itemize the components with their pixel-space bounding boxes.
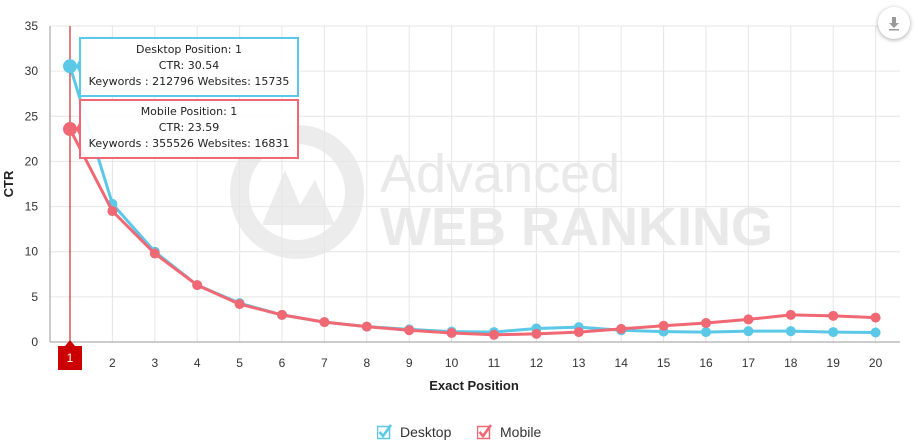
x-axis-title: Exact Position — [429, 378, 519, 393]
data-point-mobile[interactable] — [63, 122, 77, 137]
tooltip-line-3: Keywords : 212796 Websites: 15735 — [89, 75, 290, 88]
tooltip-line-1: Mobile Position: 1 — [141, 105, 238, 118]
data-point-mobile[interactable] — [489, 329, 499, 340]
x-tick-label: 5 — [236, 356, 243, 370]
data-point-desktop[interactable] — [870, 327, 881, 338]
axes — [49, 26, 900, 343]
x-tick-highlight — [58, 346, 82, 370]
x-tick-label: 8 — [363, 356, 370, 370]
data-point-desktop[interactable] — [701, 327, 711, 338]
tooltip-line-1: Desktop Position: 1 — [136, 43, 242, 56]
y-tick-label: 15 — [25, 200, 39, 214]
data-point-mobile[interactable] — [149, 248, 160, 259]
x-tick-label: 1 — [67, 351, 74, 365]
data-point-mobile[interactable] — [658, 320, 669, 331]
series-line-mobile — [68, 128, 876, 337]
legend-label-desktop: Desktop — [400, 424, 452, 440]
y-tick-label: 0 — [31, 335, 38, 349]
data-point-mobile[interactable] — [277, 309, 287, 320]
x-tick-label: 6 — [279, 356, 286, 370]
y-axis-ticks: 0 5 10 15 20 25 30 35 — [25, 19, 39, 349]
x-tick-label: 7 — [321, 356, 328, 370]
data-point-mobile[interactable] — [361, 321, 372, 332]
data-point-mobile[interactable] — [828, 310, 839, 321]
tooltip-line-3: Keywords : 355526 Websites: 16831 — [89, 137, 290, 150]
y-tick-label: 30 — [25, 64, 39, 78]
x-tick-label: 16 — [699, 356, 713, 370]
y-tick-label: 20 — [25, 154, 39, 168]
y-tick-label: 25 — [25, 109, 39, 123]
series-layer — [63, 59, 881, 340]
data-point-mobile[interactable] — [701, 318, 711, 329]
x-tick-label: 2 — [109, 356, 116, 370]
x-tick-label: 13 — [572, 356, 586, 370]
watermark-line2: WEB RANKING — [380, 197, 773, 257]
data-point-mobile[interactable] — [531, 328, 542, 339]
data-point-mobile[interactable] — [573, 327, 584, 338]
y-tick-label: 35 — [25, 19, 39, 33]
data-point-desktop[interactable] — [743, 326, 754, 337]
y-axis-title: CTR — [1, 170, 16, 197]
data-point-desktop[interactable] — [828, 327, 839, 338]
data-point-mobile[interactable] — [870, 312, 881, 323]
data-point-mobile[interactable] — [785, 309, 796, 320]
x-tick-label: 14 — [615, 356, 629, 370]
x-tick-label: 4 — [194, 356, 201, 370]
x-tick-label: 15 — [657, 356, 671, 370]
y-tick-label: 5 — [31, 290, 38, 304]
checkbox-checked-icon[interactable] — [376, 424, 393, 440]
data-point-desktop[interactable] — [785, 326, 796, 337]
legend-item-mobile[interactable]: Mobile — [476, 422, 542, 442]
data-point-mobile[interactable] — [446, 327, 457, 338]
data-point-mobile[interactable] — [404, 325, 415, 336]
x-tick-label: 12 — [530, 356, 544, 370]
tooltip-mobile: Mobile Position: 1 CTR: 23.59 Keywords : 3… — [76, 99, 299, 159]
data-point-mobile[interactable] — [234, 299, 245, 310]
tooltip-box — [79, 37, 299, 97]
tooltip-desktop: Desktop Position: 1 CTR: 30.54 Keywords : … — [76, 37, 299, 97]
watermark-logo: Advanced WEB RANKING — [230, 125, 773, 259]
data-point-mobile[interactable] — [616, 323, 627, 334]
x-tick-highlight-pointer — [65, 340, 75, 346]
legend-label-mobile: Mobile — [500, 424, 542, 440]
data-point-desktop[interactable] — [63, 59, 77, 74]
data-point-mobile[interactable] — [192, 280, 203, 291]
x-tick-label: 10 — [445, 356, 459, 370]
x-tick-label: 3 — [151, 356, 158, 370]
y-tick-label: 10 — [25, 245, 39, 259]
x-tick-label: 11 — [488, 356, 501, 370]
watermark-line1: Advanced — [380, 144, 620, 204]
x-tick-label: 9 — [406, 356, 413, 370]
legend-item-desktop[interactable]: Desktop — [376, 422, 452, 442]
x-tick-label: 17 — [742, 356, 756, 370]
tooltips-layer: Desktop Position: 1 CTR: 30.54 Keywords : … — [76, 37, 299, 159]
tooltip-line-2: CTR: 23.59 — [159, 121, 219, 134]
tooltip-box — [79, 99, 299, 159]
data-point-mobile[interactable] — [743, 314, 754, 325]
x-axis-ticks: 1 2 3 4 5 6 7 8 9 10 11 12 13 14 15 16 17 18 19 20 — [58, 340, 883, 370]
data-point-mobile[interactable] — [107, 206, 118, 217]
x-tick-label: 20 — [869, 356, 883, 370]
x-tick-label: 18 — [784, 356, 798, 370]
download-button[interactable] — [878, 7, 910, 39]
download-icon — [889, 17, 899, 31]
data-point-mobile[interactable] — [319, 317, 330, 328]
x-tick-label: 19 — [827, 356, 841, 370]
checkbox-checked-icon[interactable] — [476, 424, 493, 440]
tooltip-line-2: CTR: 30.54 — [159, 59, 219, 72]
